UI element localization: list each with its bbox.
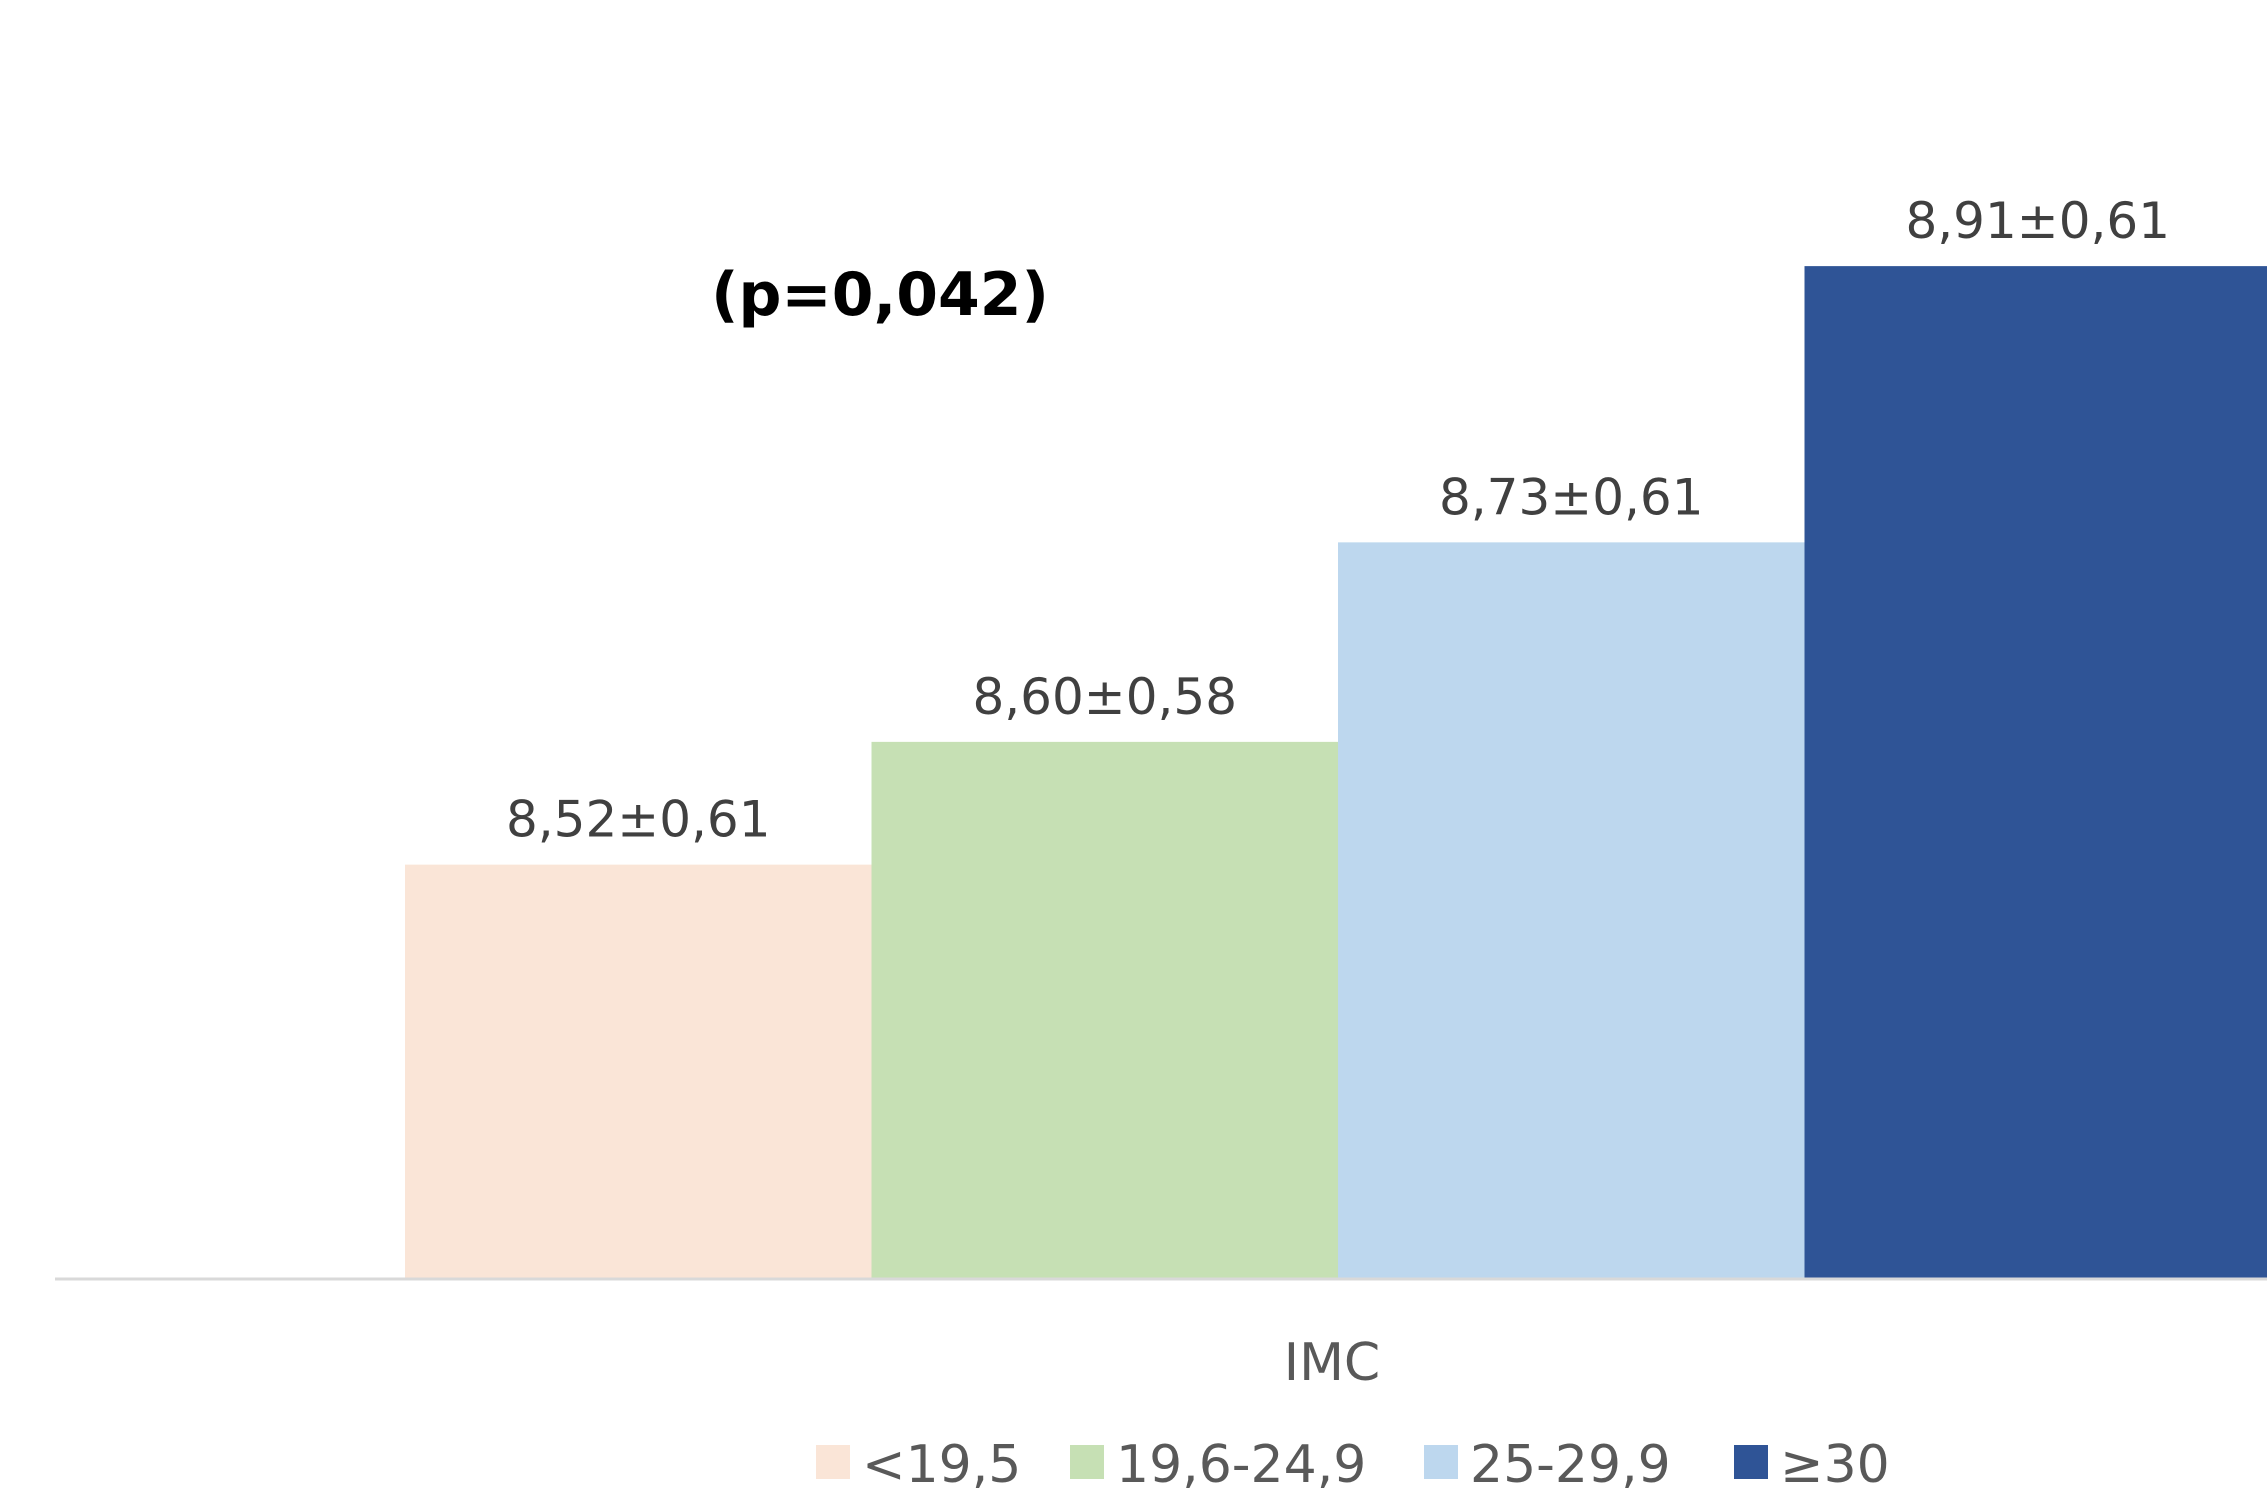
legend-label-2: 25-29,9 — [1470, 1435, 1671, 1489]
bar-1 — [871, 741, 1338, 1279]
bar-0 — [405, 864, 872, 1279]
bar-2 — [1338, 542, 1805, 1279]
data-label-2: 8,73±0,61 — [1439, 468, 1704, 526]
legend-label-3: ≥30 — [1780, 1435, 1890, 1489]
legend-swatch-1 — [1070, 1445, 1104, 1479]
legend-label-1: 19,6-24,9 — [1116, 1435, 1366, 1489]
x-axis-label: IMC — [1284, 1333, 1381, 1393]
data-label-1: 8,60±0,58 — [972, 668, 1237, 726]
legend-swatch-2 — [1424, 1445, 1458, 1479]
data-label-3: 8,91±0,61 — [1905, 192, 2170, 250]
bar-3 — [1804, 266, 2267, 1279]
legend: <19,5 19,6-24,9 25-29,9 ≥30 — [816, 1435, 1890, 1489]
p-value-annotation: (p=0,042) — [711, 260, 1049, 330]
legend-swatch-0 — [816, 1445, 850, 1479]
bars-group — [405, 266, 2267, 1279]
legend-label-0: <19,5 — [862, 1435, 1021, 1489]
data-label-0: 8,52±0,61 — [506, 791, 771, 849]
data-labels-group: 8,52±0,61 8,60±0,58 8,73±0,61 8,91±0,61 — [506, 192, 2170, 849]
legend-swatch-3 — [1734, 1445, 1768, 1479]
